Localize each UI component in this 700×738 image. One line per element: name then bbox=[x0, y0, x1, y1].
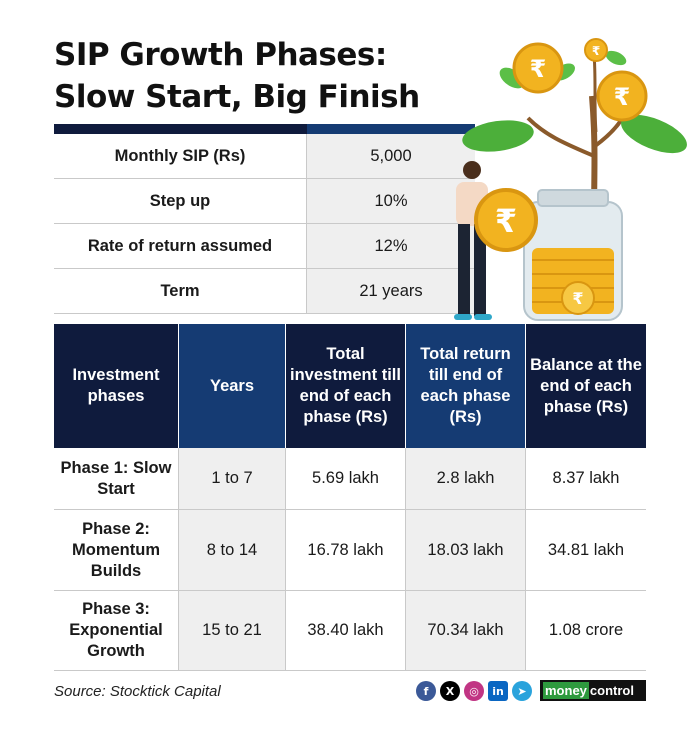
parameter-value: 10% bbox=[307, 179, 475, 223]
title-line-1: SIP Growth Phases: bbox=[54, 37, 387, 73]
person-shoe-icon bbox=[474, 314, 492, 320]
rupee-coin-icon bbox=[584, 38, 608, 62]
brand-part-2: control bbox=[589, 683, 634, 698]
rupee-coin-icon bbox=[512, 42, 564, 94]
phase-balance: 1.08 crore bbox=[548, 621, 624, 639]
rupee-symbol-icon: ₹ bbox=[614, 83, 631, 111]
parameter-row: Rate of return assumed 12% bbox=[54, 224, 475, 269]
parameter-label: Rate of return assumed bbox=[54, 224, 307, 268]
parameter-value: 5,000 bbox=[307, 134, 475, 178]
rupee-coin-icon bbox=[474, 188, 538, 252]
page-title: SIP Growth Phases: Slow Start, Big Finis… bbox=[54, 34, 420, 118]
parameter-row: Term 21 years bbox=[54, 269, 475, 314]
phase-return: 18.03 lakh bbox=[406, 510, 526, 590]
x-icon[interactable]: X bbox=[440, 681, 460, 701]
phase-balance: 34.81 lakh bbox=[547, 540, 625, 559]
facebook-icon[interactable]: f bbox=[416, 681, 436, 701]
jar-lid-icon bbox=[537, 189, 609, 207]
plant-branch-icon bbox=[592, 53, 598, 133]
phase-return: 2.8 lakh bbox=[406, 448, 526, 509]
rupee-coin-icon bbox=[561, 281, 595, 315]
phase-table-header: Investment phases Years Total investment… bbox=[54, 324, 646, 448]
leaf-icon bbox=[621, 114, 687, 154]
phase-name: Phase 3: Exponential Growth bbox=[54, 591, 179, 670]
rupee-coin-icon bbox=[596, 70, 648, 122]
phase-investment: 16.78 lakh bbox=[286, 510, 406, 590]
parameter-label: Step up bbox=[54, 179, 307, 223]
table-row: Phase 3: Exponential Growth 15 to 21 38.… bbox=[54, 591, 646, 671]
parameter-table-band-dark bbox=[54, 124, 307, 134]
title-line-2: Slow Start, Big Finish bbox=[54, 79, 420, 115]
rupee-symbol-icon: ₹ bbox=[530, 55, 547, 83]
parameter-value: 21 years bbox=[307, 269, 475, 313]
parameter-row: Step up 10% bbox=[54, 179, 475, 224]
phase-years: 8 to 14 bbox=[179, 510, 286, 590]
phase-years: 1 to 7 bbox=[179, 448, 286, 509]
source-note: Source: Stocktick Capital bbox=[54, 683, 221, 700]
table-row: Phase 1: Slow Start 1 to 7 5.69 lakh 2.8… bbox=[54, 448, 646, 510]
header-balance: Balance at the end of each phase (Rs) bbox=[526, 324, 646, 448]
header-years: Years bbox=[179, 324, 286, 448]
person-shoe-icon bbox=[454, 314, 472, 320]
person-head-icon bbox=[463, 161, 481, 179]
parameter-label: Monthly SIP (Rs) bbox=[54, 134, 307, 178]
person-leg-icon bbox=[458, 224, 470, 316]
phase-years: 15 to 21 bbox=[179, 591, 286, 670]
linkedin-icon[interactable]: in bbox=[488, 681, 508, 701]
table-row: Phase 2: Momentum Builds 8 to 14 16.78 l… bbox=[54, 510, 646, 591]
leaf-icon bbox=[605, 50, 627, 66]
parameter-label: Term bbox=[54, 269, 307, 313]
growth-illustration: ₹ ₹ ₹ ₹ ₹ bbox=[454, 38, 687, 321]
person-leg-icon bbox=[474, 224, 486, 316]
header-total-investment: Total investment till end of each phase … bbox=[286, 324, 406, 448]
plant-branch-icon bbox=[526, 116, 595, 158]
instagram-icon[interactable]: ◎ bbox=[464, 681, 484, 701]
telegram-icon[interactable]: ➤ bbox=[512, 681, 532, 701]
rupee-symbol-icon: ₹ bbox=[495, 202, 517, 240]
parameter-row: Monthly SIP (Rs) 5,000 bbox=[54, 134, 475, 179]
phase-investment: 38.40 lakh bbox=[286, 591, 406, 670]
parameter-value: 12% bbox=[307, 224, 475, 268]
leaf-icon bbox=[462, 120, 534, 152]
header-total-return: Total return till end of each phase (Rs) bbox=[406, 324, 526, 448]
phase-name: Phase 2: Momentum Builds bbox=[54, 510, 179, 590]
moneycontrol-logo: money control bbox=[540, 680, 646, 701]
header-investment-phases: Investment phases bbox=[54, 324, 179, 448]
phase-investment: 5.69 lakh bbox=[286, 448, 406, 509]
rupee-symbol-icon: ₹ bbox=[592, 44, 600, 58]
phase-table: Investment phases Years Total investment… bbox=[54, 324, 646, 671]
parameter-table: Monthly SIP (Rs) 5,000 Step up 10% Rate … bbox=[54, 134, 475, 314]
phase-return: 70.34 lakh bbox=[406, 591, 526, 670]
phase-name: Phase 1: Slow Start bbox=[54, 448, 179, 509]
phase-balance: 8.37 lakh bbox=[552, 469, 620, 487]
parameter-table-band-blue bbox=[307, 124, 475, 134]
brand-part-1: money bbox=[543, 682, 589, 699]
rupee-symbol-icon: ₹ bbox=[572, 289, 583, 308]
